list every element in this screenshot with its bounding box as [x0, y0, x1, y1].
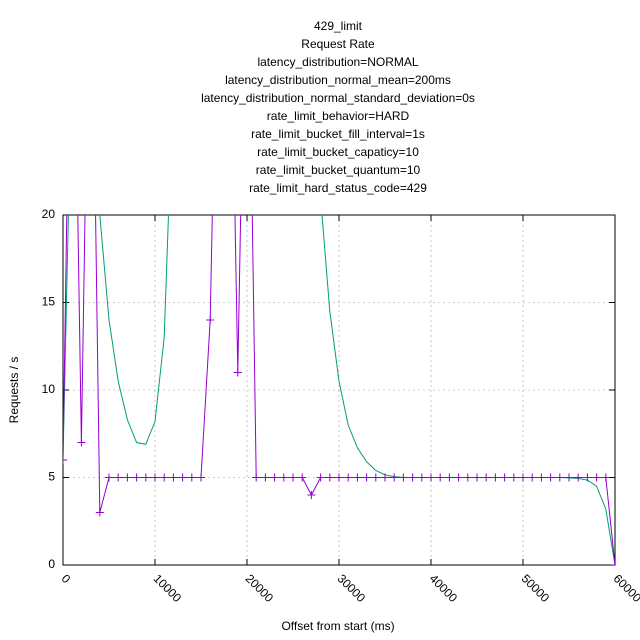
- point-marker: [565, 473, 573, 482]
- title-note: rate_limit_behavior=HARD: [267, 109, 410, 123]
- point-marker: [316, 473, 325, 482]
- point-marker: [270, 473, 279, 482]
- point-marker: [399, 473, 408, 482]
- point-marker: [454, 473, 463, 482]
- point-marker: [169, 473, 178, 482]
- y-tick-label: 0: [48, 557, 55, 571]
- x-tick-label: 20000: [243, 571, 277, 605]
- point-marker: [463, 473, 472, 482]
- point-marker: [408, 473, 417, 482]
- point-marker: [77, 438, 86, 447]
- point-marker: [206, 316, 215, 324]
- point-marker: [436, 473, 445, 482]
- point-marker: [132, 473, 141, 482]
- y-tick-label: 5: [48, 470, 55, 484]
- point-marker: [509, 473, 518, 482]
- x-tick-label: 40000: [427, 571, 461, 605]
- point-marker: [417, 473, 426, 482]
- title-note: rate_limit_bucket_fill_interval=1s: [251, 127, 425, 141]
- point-marker: [233, 368, 242, 377]
- point-marker: [381, 473, 389, 482]
- y-tick-label: 15: [42, 295, 56, 309]
- point-marker: [353, 473, 362, 482]
- point-marker: [261, 473, 270, 482]
- point-marker: [390, 473, 399, 482]
- point-marker: [482, 473, 491, 482]
- x-axis-label: Offset from start (ms): [281, 619, 394, 633]
- point-marker: [592, 473, 601, 482]
- point-marker: [546, 473, 555, 482]
- point-marker: [519, 473, 527, 482]
- y-tick-label: 10: [42, 382, 56, 396]
- point-marker: [362, 473, 371, 482]
- point-marker: [178, 473, 187, 482]
- point-marker: [325, 473, 334, 482]
- point-marker: [151, 473, 159, 482]
- point-marker: [528, 473, 537, 482]
- point-marker: [298, 473, 307, 482]
- point-marker: [123, 473, 132, 482]
- point-marker: [187, 473, 196, 482]
- point-marker: [583, 473, 592, 482]
- point-marker: [252, 473, 261, 482]
- x-tick-label: 0: [59, 571, 74, 586]
- point-marker: [105, 473, 113, 482]
- title-note: latency_distribution=NORMAL: [257, 55, 418, 69]
- x-tick-label: 10000: [151, 571, 185, 605]
- point-marker: [445, 473, 454, 482]
- point-marker: [95, 508, 104, 517]
- title-note: rate_limit_bucket_capaticy=10: [257, 145, 419, 159]
- point-marker: [289, 473, 297, 482]
- point-marker: [141, 473, 150, 482]
- point-marker: [279, 473, 288, 482]
- y-tick-label: 20: [42, 207, 56, 221]
- point-marker: [160, 473, 169, 482]
- point-marker: [307, 491, 316, 499]
- point-marker: [555, 473, 564, 482]
- x-tick-label: 60000: [611, 571, 640, 605]
- title-note: latency_distribution_normal_standard_dev…: [201, 91, 475, 105]
- x-tick-label: 50000: [519, 571, 553, 605]
- point-marker: [500, 473, 509, 482]
- point-marker: [335, 473, 343, 482]
- point-marker: [427, 473, 435, 482]
- chart-subtitle: Request Rate: [301, 37, 375, 51]
- point-marker: [611, 561, 615, 565]
- point-marker: [63, 456, 67, 464]
- point-marker: [574, 473, 583, 482]
- point-marker: [473, 473, 481, 482]
- point-marker: [491, 473, 500, 482]
- point-marker: [601, 473, 610, 482]
- point-marker: [537, 473, 546, 482]
- chart-title: 429_limit: [314, 19, 363, 33]
- point-marker: [114, 473, 123, 482]
- point-marker: [344, 473, 353, 482]
- plot-border: [62, 214, 616, 566]
- x-tick-label: 30000: [335, 571, 369, 605]
- plot-area: [63, 215, 615, 565]
- y-axis-label: Requests / s: [7, 357, 21, 424]
- title-note: latency_distribution_normal_mean=200ms: [225, 73, 451, 87]
- point-marker: [197, 473, 205, 482]
- title-note: rate_limit_hard_status_code=429: [249, 181, 427, 195]
- title-note: rate_limit_bucket_quantum=10: [256, 163, 421, 177]
- point-marker: [371, 473, 380, 482]
